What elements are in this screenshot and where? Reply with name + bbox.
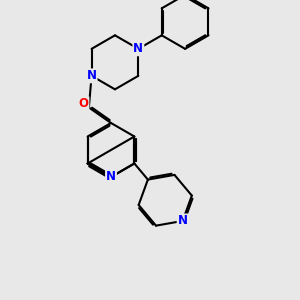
Text: N: N [178,214,188,227]
Text: N: N [106,170,116,184]
Text: N: N [133,42,143,55]
Text: O: O [79,97,88,110]
Text: N: N [87,69,97,82]
